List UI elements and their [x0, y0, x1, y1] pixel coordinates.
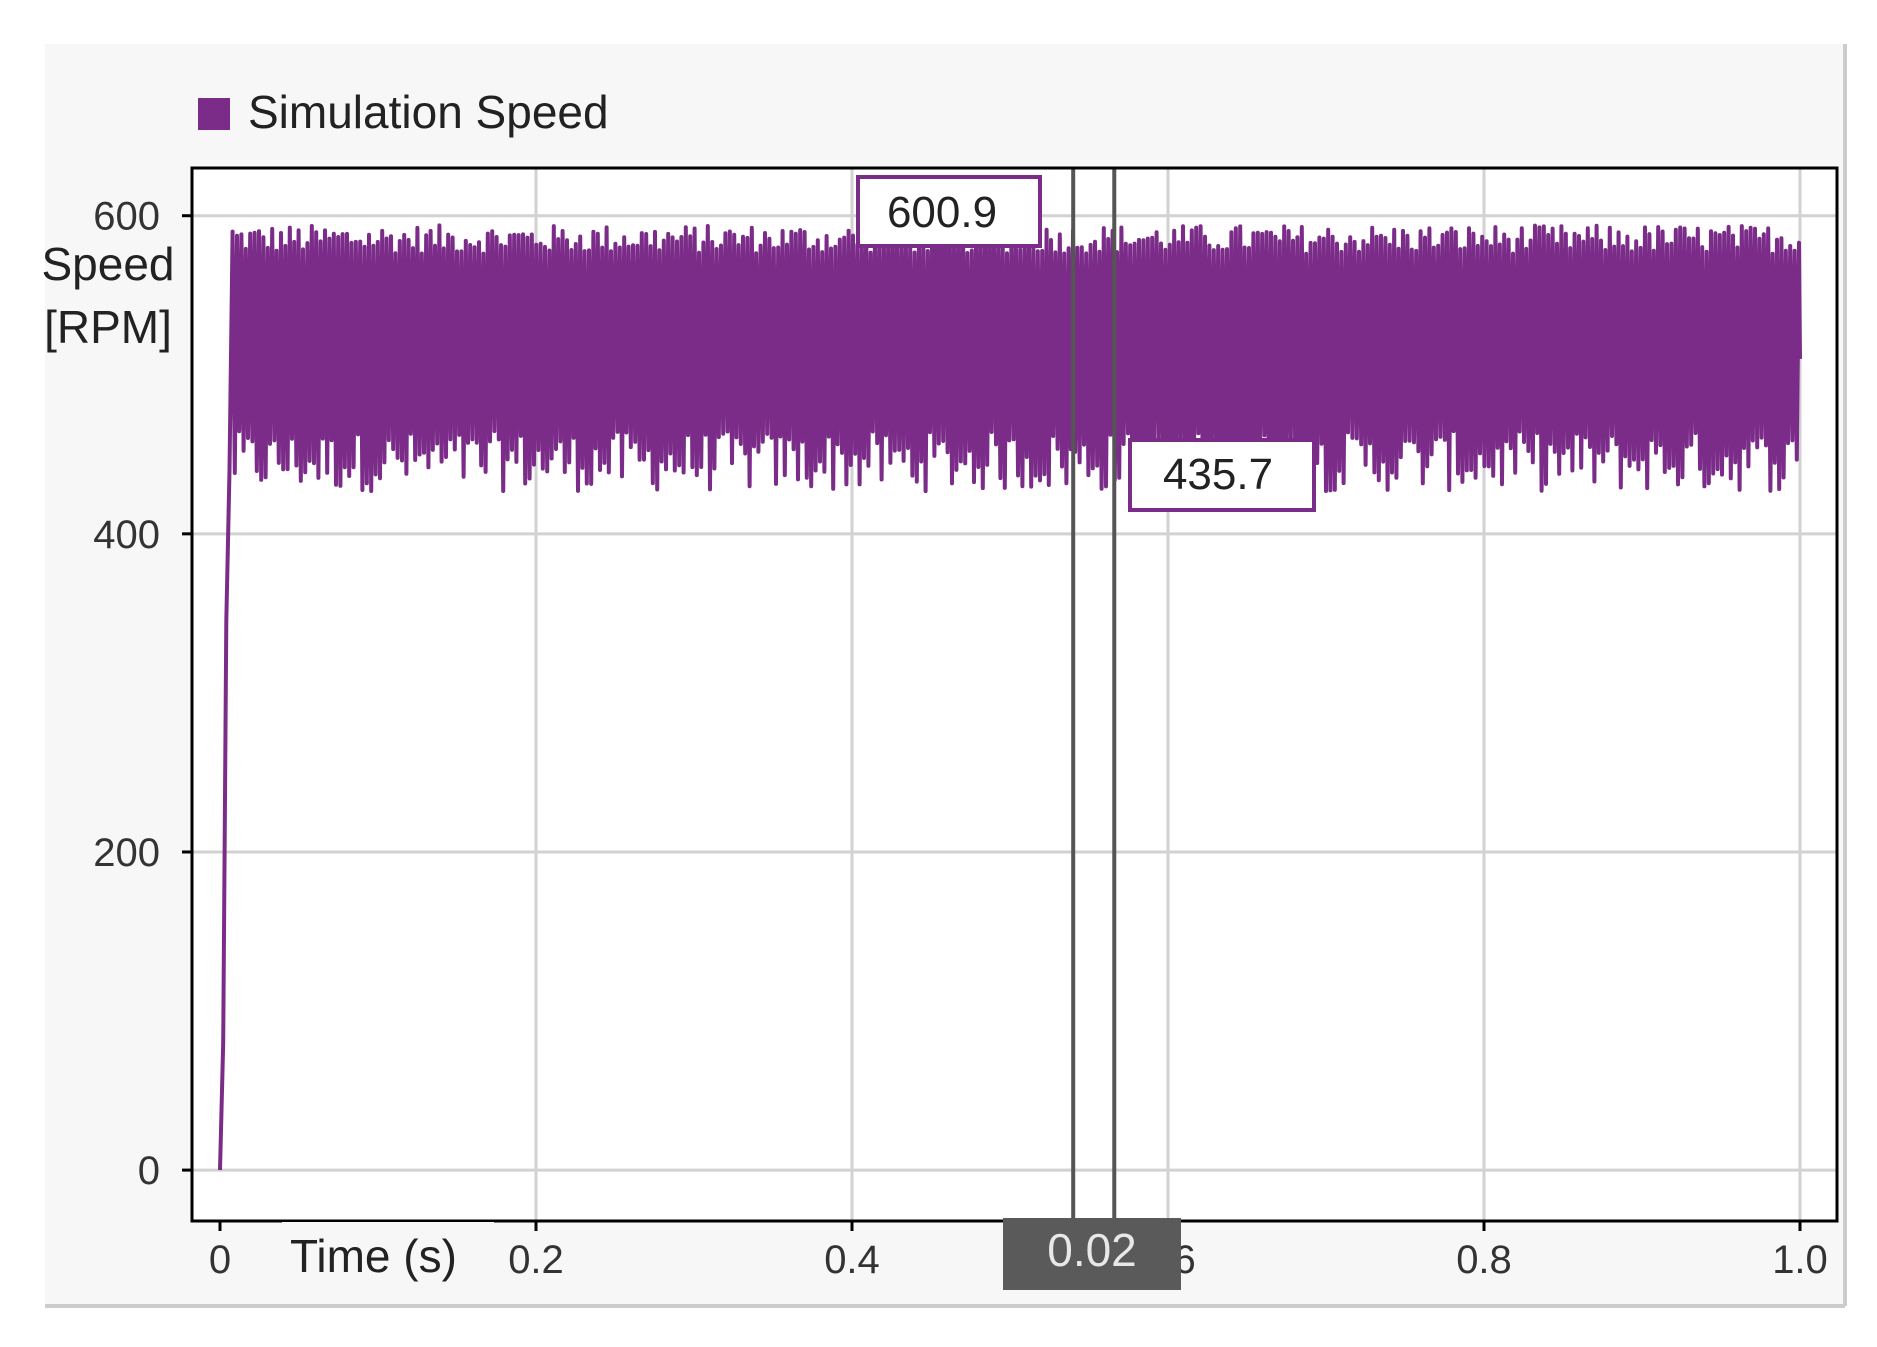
y-axis-label-line2: [RPM]	[44, 301, 172, 353]
x-tick-label: 0	[209, 1238, 231, 1282]
square-swatch-icon	[198, 98, 230, 130]
delta-time-label: 0.02	[1047, 1224, 1137, 1276]
y-axis-ticks: 0 200 400 600	[93, 195, 192, 1193]
y-tick-label: 0	[138, 1149, 160, 1193]
trough-value-label: 435.7	[1163, 450, 1273, 499]
x-tick-label: 0.2	[508, 1238, 564, 1282]
trough-value-callout: 435.7	[1128, 438, 1316, 512]
y-tick-label: 200	[93, 831, 160, 875]
legend-label: Simulation Speed	[248, 86, 609, 138]
legend[interactable]: Simulation Speed	[198, 86, 609, 138]
x-tick-label: 0.4	[824, 1238, 880, 1282]
y-tick-label: 400	[93, 513, 160, 557]
x-axis-label: Time (s)	[290, 1230, 457, 1282]
peak-value-label: 600.9	[887, 188, 997, 237]
measurement-cursors[interactable]	[1071, 168, 1117, 1221]
x-tick-label: 1.0	[1772, 1238, 1828, 1282]
peak-value-callout: 600.9	[856, 175, 1042, 248]
x-axis-label-backdrop	[282, 1222, 494, 1294]
x-tick-label: 0.8	[1456, 1238, 1512, 1282]
y-axis-label-line1: Speed	[41, 238, 174, 290]
y-tick-label: 600	[93, 195, 160, 239]
delta-time-readout[interactable]: 0.02	[1003, 1218, 1181, 1290]
